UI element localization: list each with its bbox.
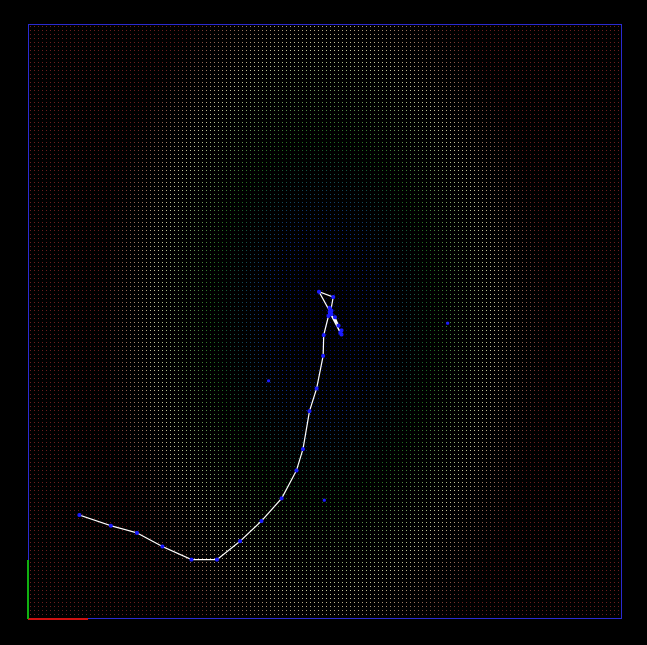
- path-segment: [316, 355, 324, 389]
- path-point: [294, 468, 299, 473]
- path-point: [339, 332, 344, 337]
- path-point: [108, 523, 113, 528]
- path-segment: [302, 410, 311, 450]
- isolated-point: [446, 321, 450, 325]
- path-segment: [216, 540, 241, 561]
- path-segment: [239, 520, 262, 542]
- path-point: [331, 295, 336, 300]
- potential-field-heatmap: [29, 25, 622, 619]
- path-point: [134, 530, 139, 535]
- plot-frame: [28, 24, 622, 619]
- path-point: [327, 309, 332, 314]
- path-point: [189, 557, 194, 562]
- path-point: [300, 447, 305, 452]
- trajectory-path: [79, 291, 343, 561]
- path-point: [259, 518, 264, 523]
- path-point: [321, 353, 326, 358]
- path-point: [238, 539, 243, 544]
- path-segment: [79, 514, 112, 527]
- path-point: [336, 323, 341, 328]
- path-segment: [136, 532, 163, 548]
- path-segment: [110, 525, 138, 534]
- isolated-point: [266, 379, 271, 383]
- path-point: [214, 557, 219, 562]
- isolated-markers: [266, 321, 450, 502]
- path-segment: [318, 291, 334, 298]
- path-segment: [308, 388, 318, 412]
- path-segment: [162, 545, 192, 561]
- path-point: [332, 315, 337, 320]
- path-point: [321, 333, 326, 338]
- path-segment: [322, 335, 325, 356]
- path-point: [307, 409, 312, 414]
- path-point: [339, 328, 344, 333]
- trajectory-markers: [77, 289, 344, 562]
- path-segment: [261, 498, 283, 522]
- path-segment: [281, 470, 297, 499]
- path-point: [160, 544, 165, 549]
- isolated-point: [322, 498, 326, 502]
- path-point: [77, 513, 82, 518]
- path-point: [314, 386, 319, 391]
- path-point: [279, 496, 284, 501]
- path-segment: [323, 315, 330, 336]
- path-segment: [295, 448, 304, 471]
- path-point: [316, 289, 321, 294]
